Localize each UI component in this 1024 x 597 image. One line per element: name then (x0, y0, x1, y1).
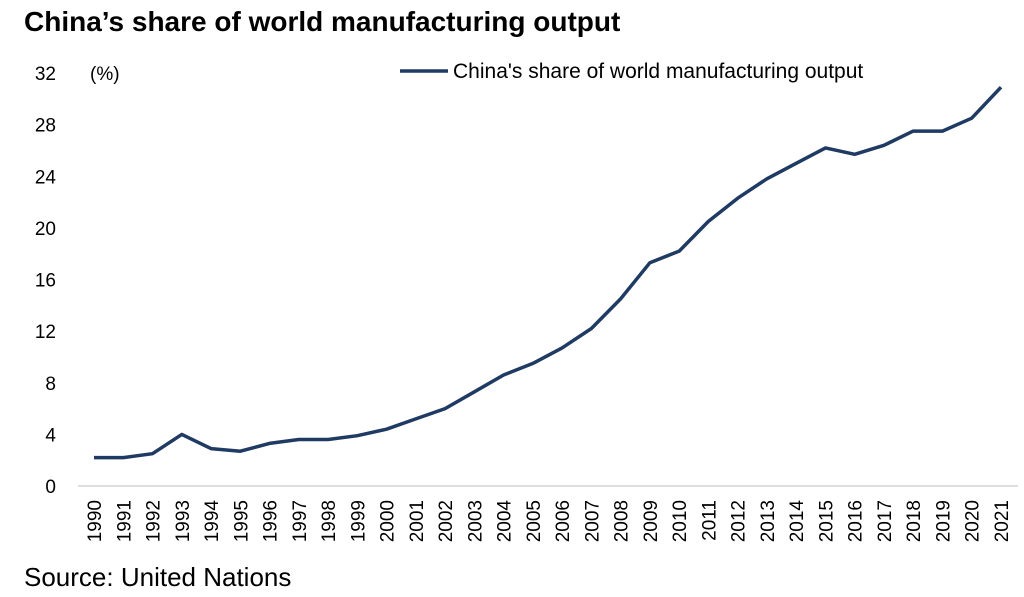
y-tick-label: 24 (35, 167, 57, 188)
source-note: Source: United Nations (24, 562, 292, 592)
y-tick-label: 8 (45, 374, 56, 395)
x-tick-label: 2002 (436, 500, 457, 542)
y-axis-unit-label: (%) (90, 64, 120, 85)
x-tick-label: 2018 (904, 500, 925, 542)
x-tick-label: 2003 (465, 500, 486, 542)
x-tick-label: 2014 (787, 500, 808, 543)
x-tick-label: 2016 (846, 500, 867, 542)
x-tick-label: 2021 (992, 500, 1013, 542)
x-tick-label: 2019 (933, 500, 954, 542)
legend-label: China's share of world manufacturing out… (453, 60, 863, 83)
x-tick-label: 1990 (85, 500, 106, 542)
x-tick-label: 1994 (202, 500, 223, 543)
x-axis: 1990 1991 1992 1993 1994 1995 1996 1997 1998 1999… (85, 500, 1013, 543)
series-line (94, 85, 1003, 460)
x-tick-label: 2004 (495, 500, 516, 543)
x-tick-label: 1992 (144, 500, 165, 542)
x-tick-label: 2006 (553, 500, 574, 542)
y-tick-label: 32 (35, 64, 56, 85)
x-tick-label: 2012 (729, 500, 750, 542)
x-tick-label: 1997 (290, 500, 311, 542)
x-tick-label: 1995 (231, 500, 252, 542)
x-tick-label: 1996 (261, 500, 282, 542)
y-tick-label: 12 (35, 322, 56, 343)
y-tick-label: 0 (45, 477, 56, 498)
y-axis: 0 4 8 12 16 20 24 28 32 (35, 64, 57, 498)
x-tick-label: 2005 (524, 500, 545, 542)
x-tick-label: 2010 (670, 500, 691, 542)
x-tick-label: 2001 (407, 500, 428, 542)
x-tick-label: 1991 (114, 500, 135, 542)
x-tick-label: 1998 (319, 500, 340, 542)
chart-title: China’s share of world manufacturing out… (24, 6, 621, 37)
x-tick-label: 1999 (348, 500, 369, 542)
x-tick-label: 1993 (173, 500, 194, 542)
x-tick-label: 2008 (612, 500, 633, 542)
x-tick-label: 2009 (641, 500, 662, 542)
x-tick-label: 2020 (963, 500, 984, 542)
y-tick-label: 4 (45, 425, 56, 446)
y-tick-label: 20 (35, 219, 56, 240)
x-tick-label: 2011 (699, 500, 720, 541)
legend: China's share of world manufacturing out… (400, 60, 863, 83)
x-tick-label: 2007 (582, 500, 603, 542)
x-tick-label: 2015 (816, 500, 837, 542)
x-tick-label: 2000 (378, 500, 399, 542)
x-tick-label: 2017 (875, 500, 896, 542)
y-tick-label: 28 (35, 116, 56, 137)
y-tick-label: 16 (35, 271, 56, 292)
series-group (94, 85, 1003, 460)
x-tick-label: 2013 (758, 500, 779, 542)
